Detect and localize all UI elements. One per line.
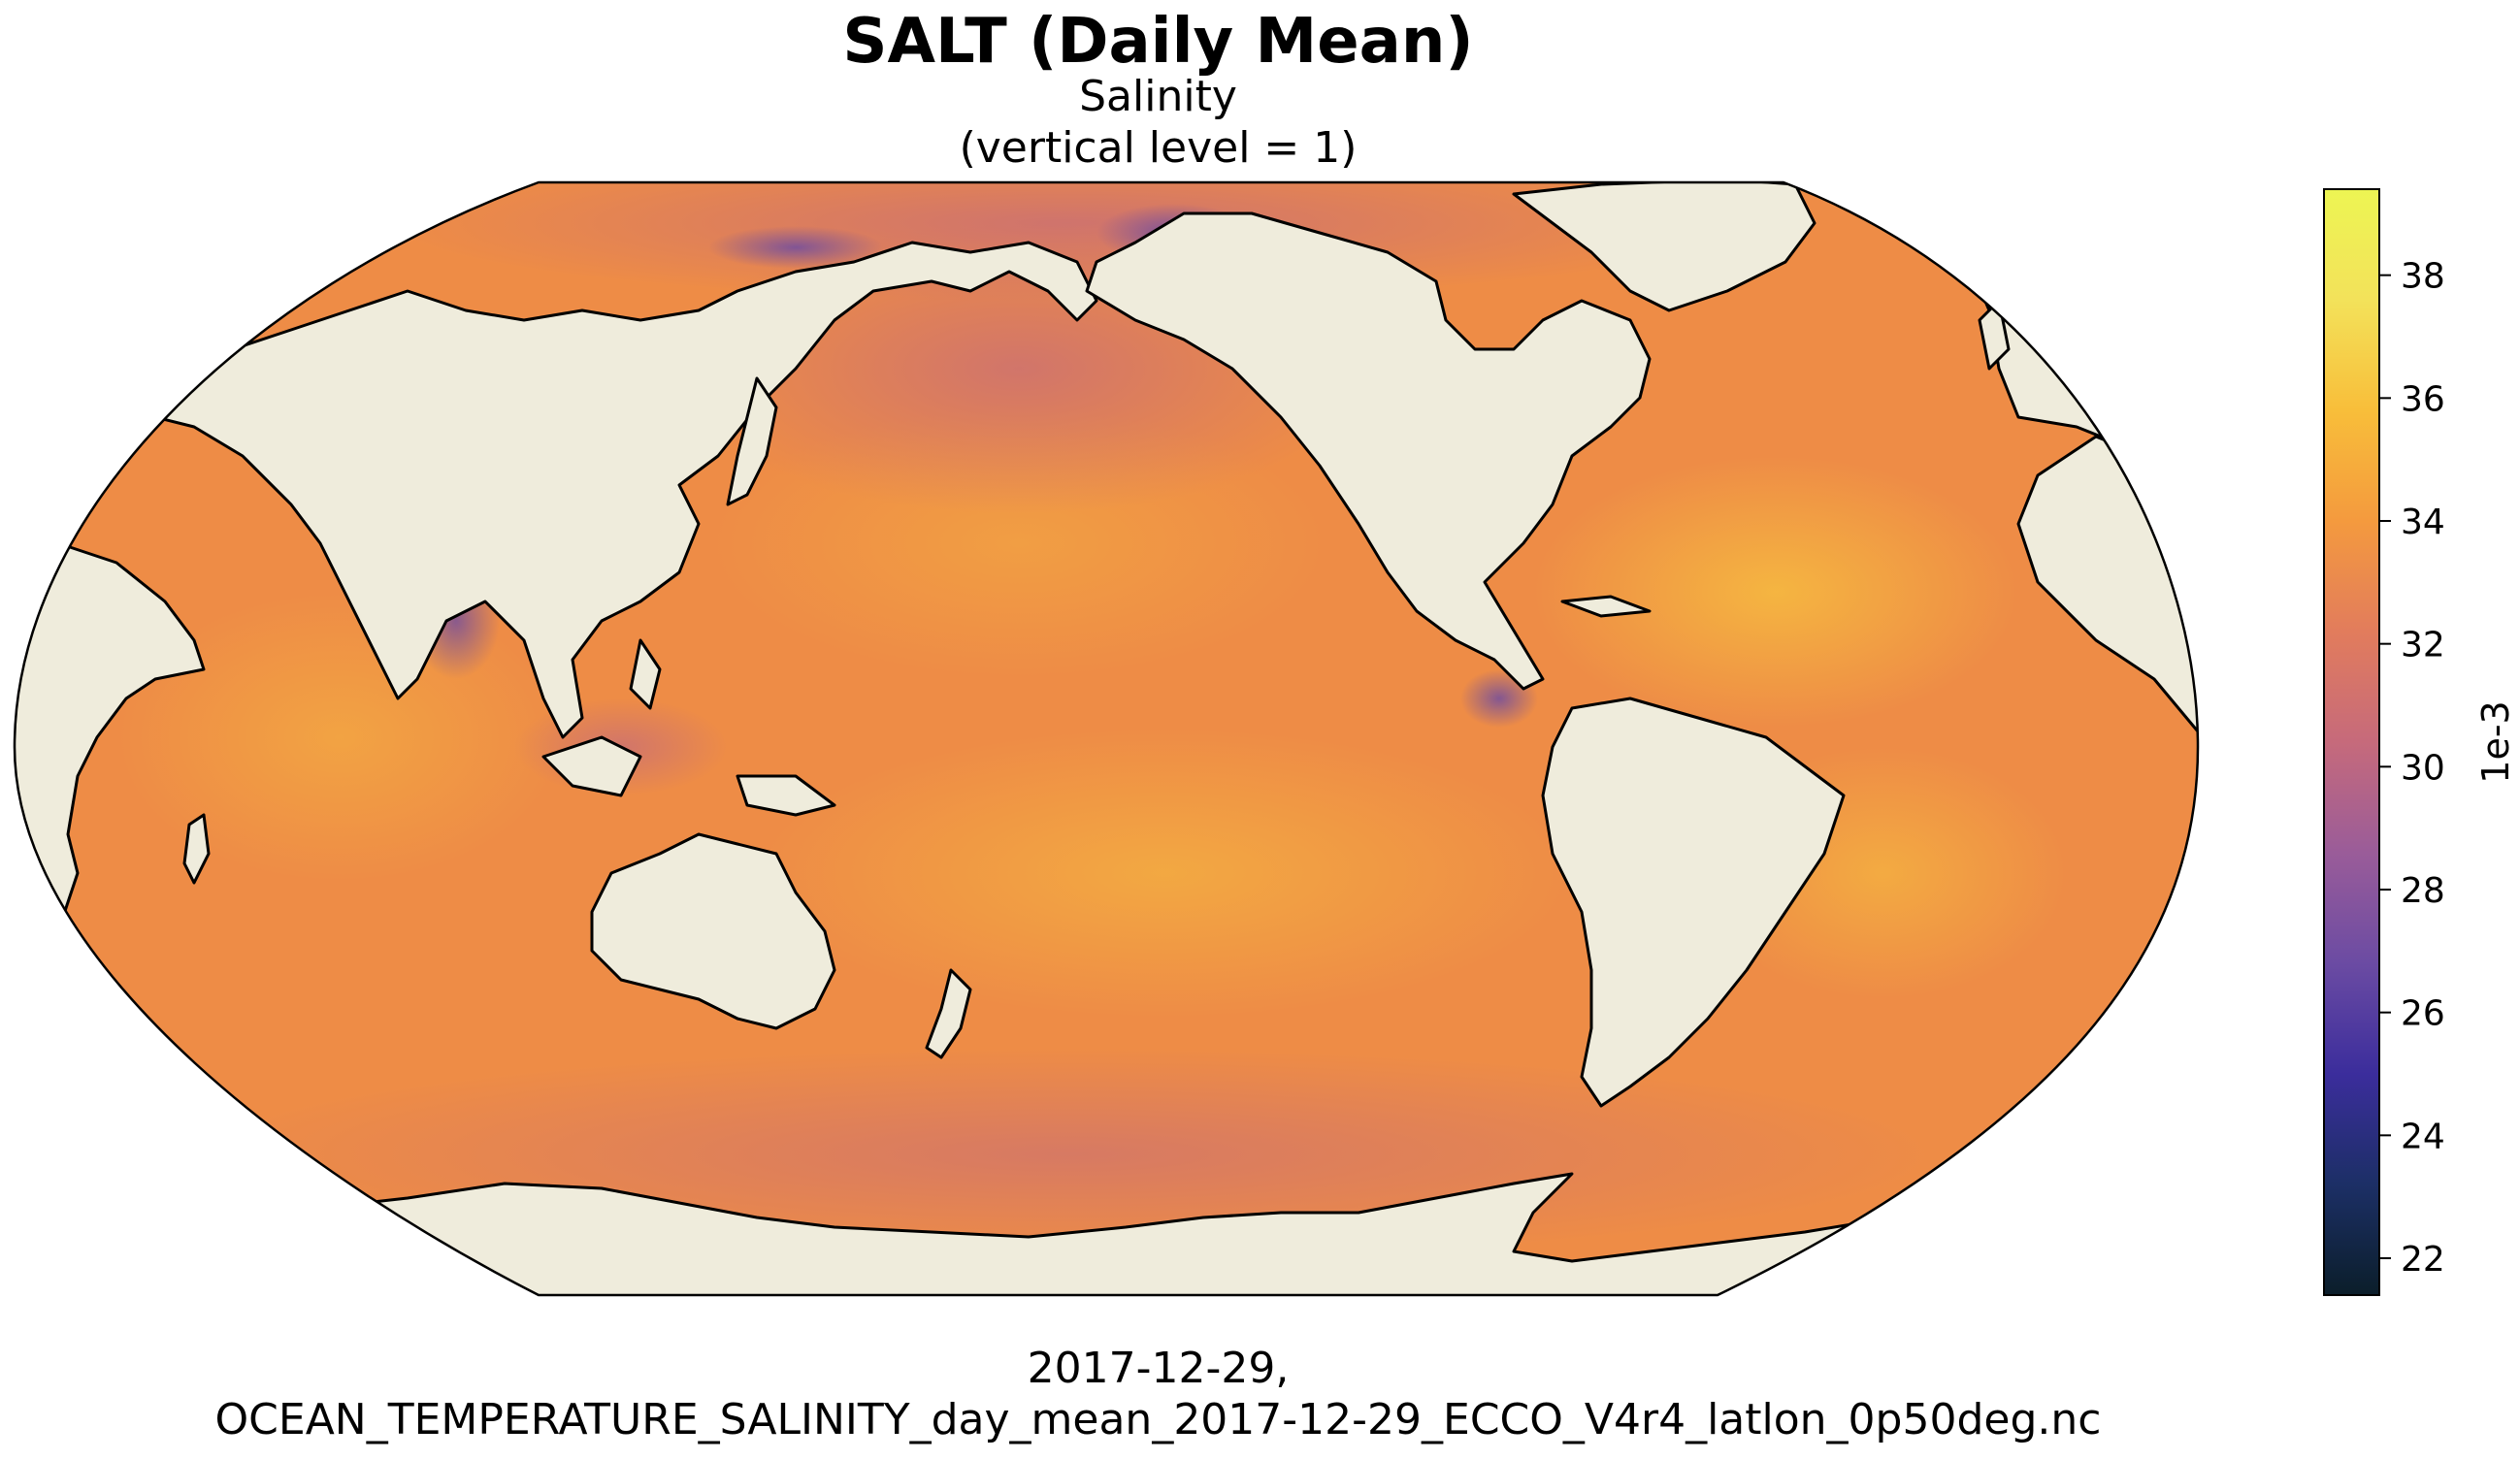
map-border <box>13 180 2200 1297</box>
land-greenland <box>1512 182 1816 312</box>
land-new-guinea <box>736 774 836 817</box>
land-north-america <box>1085 211 1652 691</box>
fresh-arctic <box>388 182 1747 301</box>
colorbar-label: 1e-3 <box>2474 700 2517 783</box>
colorbar-tick-label: 28 <box>2401 871 2445 911</box>
subtitle-level: (vertical level = 1) <box>959 122 1358 173</box>
land-layer <box>15 182 2198 1295</box>
colorbar-ticks: 22 24 26 28 30 32 34 36 38 <box>2379 257 2445 1280</box>
land-japan <box>726 376 778 506</box>
colorbar-tick-label: 34 <box>2401 503 2445 542</box>
colorbar-tick-label: 36 <box>2401 379 2445 419</box>
land-philippines <box>629 638 662 710</box>
colorbar-tick-label: 22 <box>2401 1240 2445 1280</box>
colorbar-tick-label: 26 <box>2401 994 2445 1034</box>
subtitle-variable: Salinity <box>1079 72 1237 121</box>
colorbar-tick-label: 24 <box>2401 1117 2445 1156</box>
land-south-america <box>1541 697 1846 1108</box>
salt-pacific-south <box>757 728 1572 1019</box>
colorbar-fill <box>2323 188 2380 1296</box>
footer-filename: OCEAN_TEMPERATURE_SALINITY_day_mean_2017… <box>214 1394 2102 1444</box>
footer-date: 2017-12-29, <box>1027 1344 1290 1393</box>
salt-atlantic-north <box>1533 456 2018 728</box>
colorbar-tick-label: 30 <box>2401 748 2445 788</box>
chart-footer: 2017-12-29, OCEAN_TEMPERATURE_SALINITY_d… <box>0 1344 2316 1446</box>
land-borneo-sumatra <box>541 735 642 797</box>
land-australia <box>590 832 836 1030</box>
chart-subtitle: Salinity (vertical level = 1) <box>0 72 2316 175</box>
land-new-zealand <box>925 968 972 1059</box>
fresh-arctic-purple-2 <box>708 226 883 269</box>
colorbar-tick-label: 32 <box>2401 626 2445 665</box>
land-madagascar <box>182 813 211 885</box>
land-antarctica <box>318 1172 1904 1295</box>
land-eurasia <box>15 241 1098 739</box>
chart-title: SALT (Daily Mean) <box>842 6 1474 78</box>
land-cuba <box>1560 595 1652 618</box>
map-body <box>15 182 2198 1295</box>
colorbar-tick-label: 38 <box>2401 257 2445 297</box>
